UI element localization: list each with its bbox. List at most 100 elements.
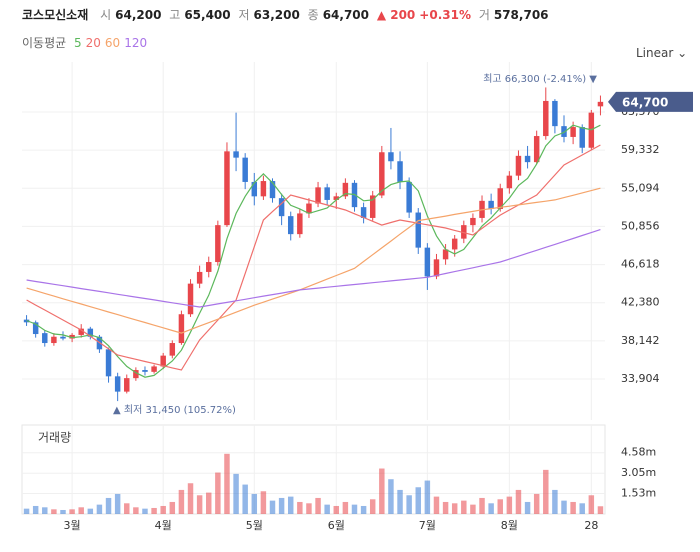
volume-bar [178,489,185,514]
volume-bar [524,501,531,514]
candle-body [543,100,549,137]
volume-bar [442,501,449,514]
value: 65,400 [184,8,231,22]
label: 시 [100,8,112,22]
volume-bar [333,505,340,514]
candle-body [51,336,57,344]
candle-body [397,161,403,182]
volume-bar [324,504,330,514]
candle-body [297,213,303,235]
volume-bar [379,468,385,514]
price-tag [608,91,693,112]
candle-body [524,155,531,163]
volume-bar [187,483,194,514]
label: 거 [478,8,490,22]
candle-body [324,187,330,200]
volume-bar [133,507,139,514]
candle-body [42,333,48,344]
x-tick-label: 7월 [419,519,436,532]
volume-bar [479,497,485,514]
volume-bar [269,500,276,514]
candle-body [461,225,467,239]
volume-bar [224,453,230,514]
volume-bar [297,501,303,514]
candle-body [269,181,276,199]
candle-body [442,249,449,260]
candle-body [32,322,39,335]
volume-bar [579,503,585,514]
volume-bar [488,503,494,514]
volume-bar [69,509,75,514]
x-tick-label: 5월 [246,519,263,532]
candle-body [114,376,121,392]
candle-body [160,355,166,367]
stock-name: 코스모신소재 [22,8,89,22]
volume-bar [588,495,595,514]
candle-body [561,126,567,137]
volume-bar [142,508,148,514]
volume-bar [78,507,84,514]
candle-body [451,238,458,250]
candle-body [315,187,321,204]
legend-entry: 120 [124,36,148,50]
value: 578,706 [493,8,549,22]
y-tick-label: 59,332 [621,143,660,156]
volume-bar [497,499,503,514]
ma-legend: 이동평균 5 20 60 120 [22,34,151,51]
volume-bar [415,487,421,514]
volume-bar [570,501,576,514]
candle-body [105,349,112,377]
volume-bar [87,508,94,514]
legend-entry: 20 [85,36,101,50]
x-tick-label: 4월 [155,519,172,532]
ma-line [26,124,601,378]
volume-bar [461,500,467,514]
legend-entry: 5 [74,36,82,50]
volume-bar [561,500,567,514]
y-tick-label: 3.05m [621,466,656,479]
candle-body [124,378,130,392]
volume-bar [42,507,48,514]
x-tick-label: 3월 [64,519,81,532]
candle-body [133,370,139,379]
volume-bar [451,503,458,514]
volume-bar [32,505,39,514]
volume-bar [260,491,267,514]
volume-bar [287,496,294,514]
candle-body [78,328,84,335]
volume-bar [543,469,549,514]
scale-menu[interactable]: Linear ⌄ [636,46,688,60]
candle-body [488,200,494,209]
x-tick-label: 8월 [501,519,518,532]
candle-body [406,181,412,213]
high-annotation: 최고 66,300 (-2.41%) ▼ [483,73,597,85]
candle-body [388,152,394,162]
volume-bar [278,497,285,514]
candle-body [515,155,522,176]
candle-body [142,370,148,372]
x-tick-label: 6월 [328,519,345,532]
candle-body [579,127,585,148]
candle-body [506,175,513,189]
volume-bar [160,505,166,514]
volume-bar [23,508,30,514]
ma-legend-title: 이동평균 [22,36,67,50]
y-tick-label: 50,856 [621,219,660,232]
ma-line [26,144,601,371]
label: 종 [307,8,319,22]
y-tick-label: 42,380 [621,296,660,309]
volume-bar [96,504,103,514]
volume-bar [206,492,212,514]
legend-entry: 60 [104,36,121,50]
candle-body [306,203,312,214]
volume-panel [21,424,606,515]
scale-menu-label[interactable]: Linear [636,46,674,60]
volume-bar [506,496,513,514]
volume-bar [233,473,239,514]
value: 63,200 [253,8,300,22]
y-tick-label: 55,094 [621,181,660,194]
volume-bar [406,495,412,514]
volume-bar [196,495,203,514]
